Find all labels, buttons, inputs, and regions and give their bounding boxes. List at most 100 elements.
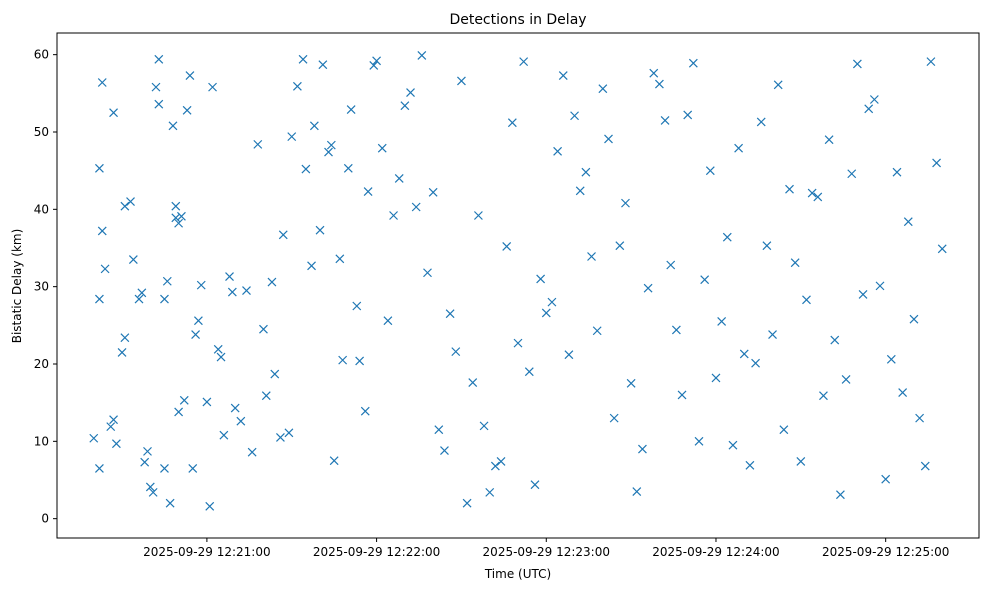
data-point — [202, 397, 212, 407]
data-point — [185, 71, 195, 80]
data-point — [134, 294, 144, 304]
data-point — [253, 139, 263, 149]
data-point — [643, 283, 653, 293]
data-point — [329, 456, 339, 466]
data-point — [722, 232, 732, 242]
data-point — [705, 166, 715, 176]
data-point — [581, 167, 591, 177]
data-point — [790, 258, 800, 268]
data-point — [473, 211, 483, 220]
data-point — [160, 463, 169, 473]
data-point — [109, 415, 118, 425]
x-tick-label: 2025-09-29 12:25:00 — [822, 545, 949, 559]
data-point — [160, 294, 169, 304]
data-point — [94, 294, 104, 304]
data-point — [400, 101, 410, 111]
data-point — [326, 140, 336, 150]
data-point — [796, 457, 806, 466]
data-point — [541, 308, 551, 318]
data-point — [909, 314, 919, 324]
data-point — [315, 225, 325, 235]
data-point — [462, 498, 472, 508]
data-point — [355, 356, 365, 366]
data-point — [335, 254, 345, 264]
data-point — [177, 211, 186, 221]
x-tick-label: 2025-09-29 12:23:00 — [483, 545, 610, 559]
data-point — [700, 275, 710, 285]
data-point — [411, 202, 421, 212]
data-point — [841, 375, 851, 384]
chart-title: Detections in Delay — [449, 12, 586, 28]
data-point — [717, 317, 727, 326]
data-point — [553, 146, 563, 156]
data-point — [621, 198, 630, 208]
data-point — [457, 76, 466, 86]
data-point — [490, 461, 500, 471]
data-point — [683, 110, 693, 120]
data-point — [570, 111, 579, 121]
y-tick-label: 50 — [34, 125, 49, 139]
y-tick-label: 40 — [34, 202, 49, 216]
data-point — [151, 82, 161, 92]
data-point — [162, 276, 172, 286]
data-point — [383, 316, 393, 326]
data-point — [666, 260, 676, 270]
data-point — [423, 268, 432, 278]
data-point — [126, 197, 135, 207]
data-point — [174, 407, 184, 417]
data-point — [219, 430, 229, 440]
data-point — [292, 81, 302, 91]
data-point — [898, 388, 908, 398]
data-point — [479, 421, 489, 431]
data-point — [276, 433, 285, 442]
data-point — [547, 297, 557, 307]
data-point — [813, 192, 823, 202]
data-point — [143, 446, 152, 456]
data-point — [434, 425, 444, 435]
data-point — [835, 490, 845, 500]
data-point — [140, 457, 150, 467]
data-point — [137, 288, 147, 298]
data-point — [377, 143, 387, 153]
data-point — [785, 184, 794, 194]
data-point — [168, 121, 178, 131]
data-point — [926, 57, 936, 67]
data-point — [298, 54, 308, 64]
data-point — [109, 108, 118, 118]
data-point — [372, 56, 382, 66]
data-point — [111, 439, 121, 449]
data-point — [756, 117, 766, 127]
data-point — [267, 277, 277, 287]
data-point — [128, 255, 138, 265]
data-point — [824, 135, 834, 145]
data-point — [205, 501, 215, 511]
data-point — [120, 333, 130, 343]
data-point — [649, 68, 659, 78]
data-point — [324, 147, 333, 157]
data-point — [932, 158, 942, 168]
data-point — [558, 71, 568, 80]
data-point — [768, 330, 777, 340]
data-point — [677, 390, 687, 400]
data-point — [802, 295, 811, 305]
data-point — [807, 188, 817, 198]
data-point — [773, 80, 783, 90]
x-tick-label: 2025-09-29 12:21:00 — [143, 545, 270, 559]
data-point — [179, 395, 189, 405]
data-point — [182, 105, 192, 115]
data-point — [915, 413, 925, 423]
data-point — [869, 95, 879, 104]
plot-area — [56, 32, 980, 539]
data-point — [338, 355, 348, 365]
data-point — [307, 261, 316, 271]
data-point — [671, 325, 681, 335]
data-point — [369, 61, 379, 70]
y-tick-label: 10 — [34, 434, 49, 448]
data-point — [739, 349, 749, 359]
data-point — [154, 99, 164, 109]
data-point — [389, 211, 398, 220]
data-point — [638, 444, 647, 454]
data-point — [346, 105, 356, 114]
x-axis-label: Time (UTC) — [484, 567, 551, 581]
